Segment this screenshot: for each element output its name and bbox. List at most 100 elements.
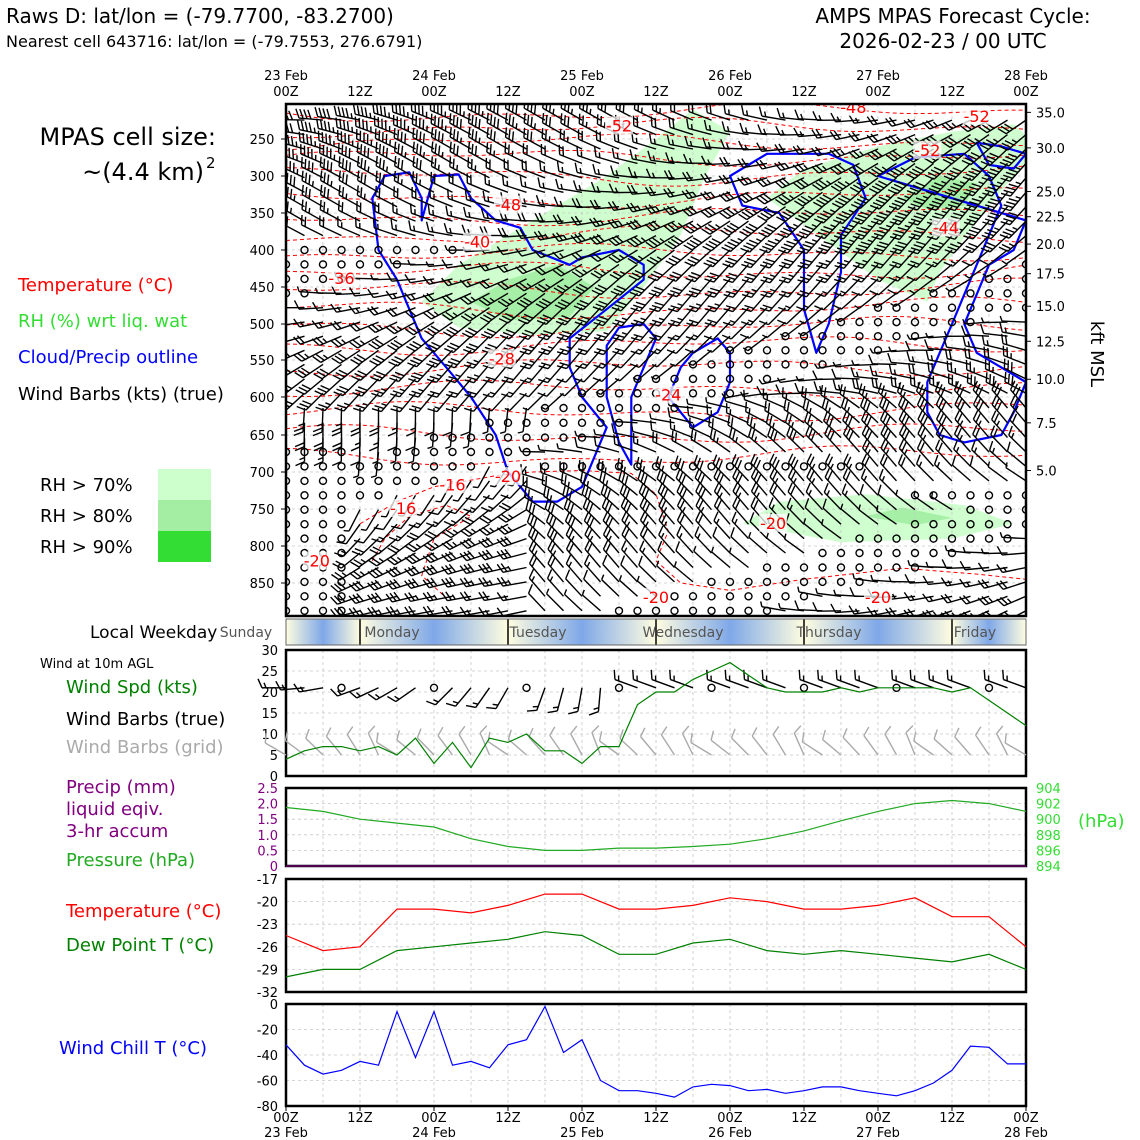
barb-full [815,181,825,189]
barb-full [496,104,499,115]
barb-full [925,120,934,129]
barb-half [296,168,299,175]
barb-full [288,110,294,121]
barb-half [314,154,317,161]
barb-full [327,121,331,132]
barb-full [356,170,360,181]
wind-barb [885,133,916,145]
barb-half [560,183,563,190]
barb-full [294,442,305,448]
barb-full [434,115,437,126]
barb-half [370,475,377,479]
barb-full [354,116,357,127]
barb-half [726,126,730,132]
wind-barb [629,149,657,165]
calm-circle [300,520,309,529]
wind-barbs-grid-label: Wind Barbs (grid) [66,737,224,758]
barb-half [452,529,459,534]
barb-full [463,206,467,217]
wind-barb [466,433,476,442]
barb-half [556,443,559,449]
barb-half [425,111,428,118]
barb-half [296,155,298,161]
calm-circle [855,317,864,327]
barb-full [934,182,944,188]
wind-barb [593,146,620,165]
barb-full [418,104,420,115]
barb-full [819,196,829,203]
barb-full [541,128,544,139]
wind-barb [541,128,564,150]
barb-half [685,398,689,405]
barb-half [943,331,948,337]
barb-full [922,121,931,130]
barb-half [515,123,518,129]
barb-full [890,186,901,192]
barb-half [885,195,892,199]
wind-barb [429,476,439,486]
local-weekday-label: Local Weekday [90,623,217,643]
barb-full [493,131,496,142]
calm-circle [707,374,716,384]
wind-barb [811,146,842,157]
barb-half [400,179,403,185]
barb-full [342,119,346,130]
barb-full [757,124,763,134]
barb-full [596,114,599,125]
barb-full [833,148,842,157]
barb-full [904,156,914,163]
wind-barb [311,335,342,347]
barb-full [685,189,693,198]
wind-barb [811,177,842,191]
barb-full [870,133,879,142]
precip-label-2: liquid eqiv. [66,799,163,820]
barb-full [382,145,385,156]
wind-barb [387,422,398,452]
wind-barb [885,148,916,162]
wind-barb [517,407,528,434]
wind-barb [375,141,398,165]
wind-barb [518,446,546,453]
wind-barb [331,437,343,467]
barb-half [596,186,600,192]
raws-title: Raws D: lat/lon = (-79.7700, -83.2700) [6,4,394,28]
barb-full [437,131,441,142]
barb-full [286,460,287,467]
barb-full [345,108,349,118]
barb-full [489,159,491,170]
barb-full [723,104,727,114]
barb-full [474,131,478,142]
barb-shaft [990,162,1009,182]
cell-size-value: ~(4.4 km) [82,158,204,186]
barb-full [720,139,726,149]
barb-full [489,129,493,140]
barb-full [321,132,324,143]
wind-barb [331,407,343,437]
barb-full [815,128,822,138]
wind-barb [898,439,916,467]
barb-full [381,118,383,129]
temperature-contour-line [286,104,1026,123]
wind-barb [984,505,994,514]
barb-full [348,162,352,173]
barb-half [1001,260,1007,265]
barb-full [429,104,432,111]
barb-full [397,172,400,183]
wind-barb [848,131,879,142]
barb-full [404,133,407,144]
barb-full [1008,153,1018,159]
calm-circle [559,418,568,427]
temperature-contour-line [286,336,1026,356]
barb-full [838,197,848,204]
barb-full [360,158,363,168]
barb-full [739,122,744,133]
calm-circle [596,403,605,413]
barb-full [866,134,875,143]
barb-half [478,137,481,144]
wind-barb [319,156,342,179]
barb-shaft [634,108,657,121]
wind-barb [963,177,990,197]
barb-full [704,173,711,182]
barb-full [684,135,689,146]
wind-barb [592,163,620,179]
